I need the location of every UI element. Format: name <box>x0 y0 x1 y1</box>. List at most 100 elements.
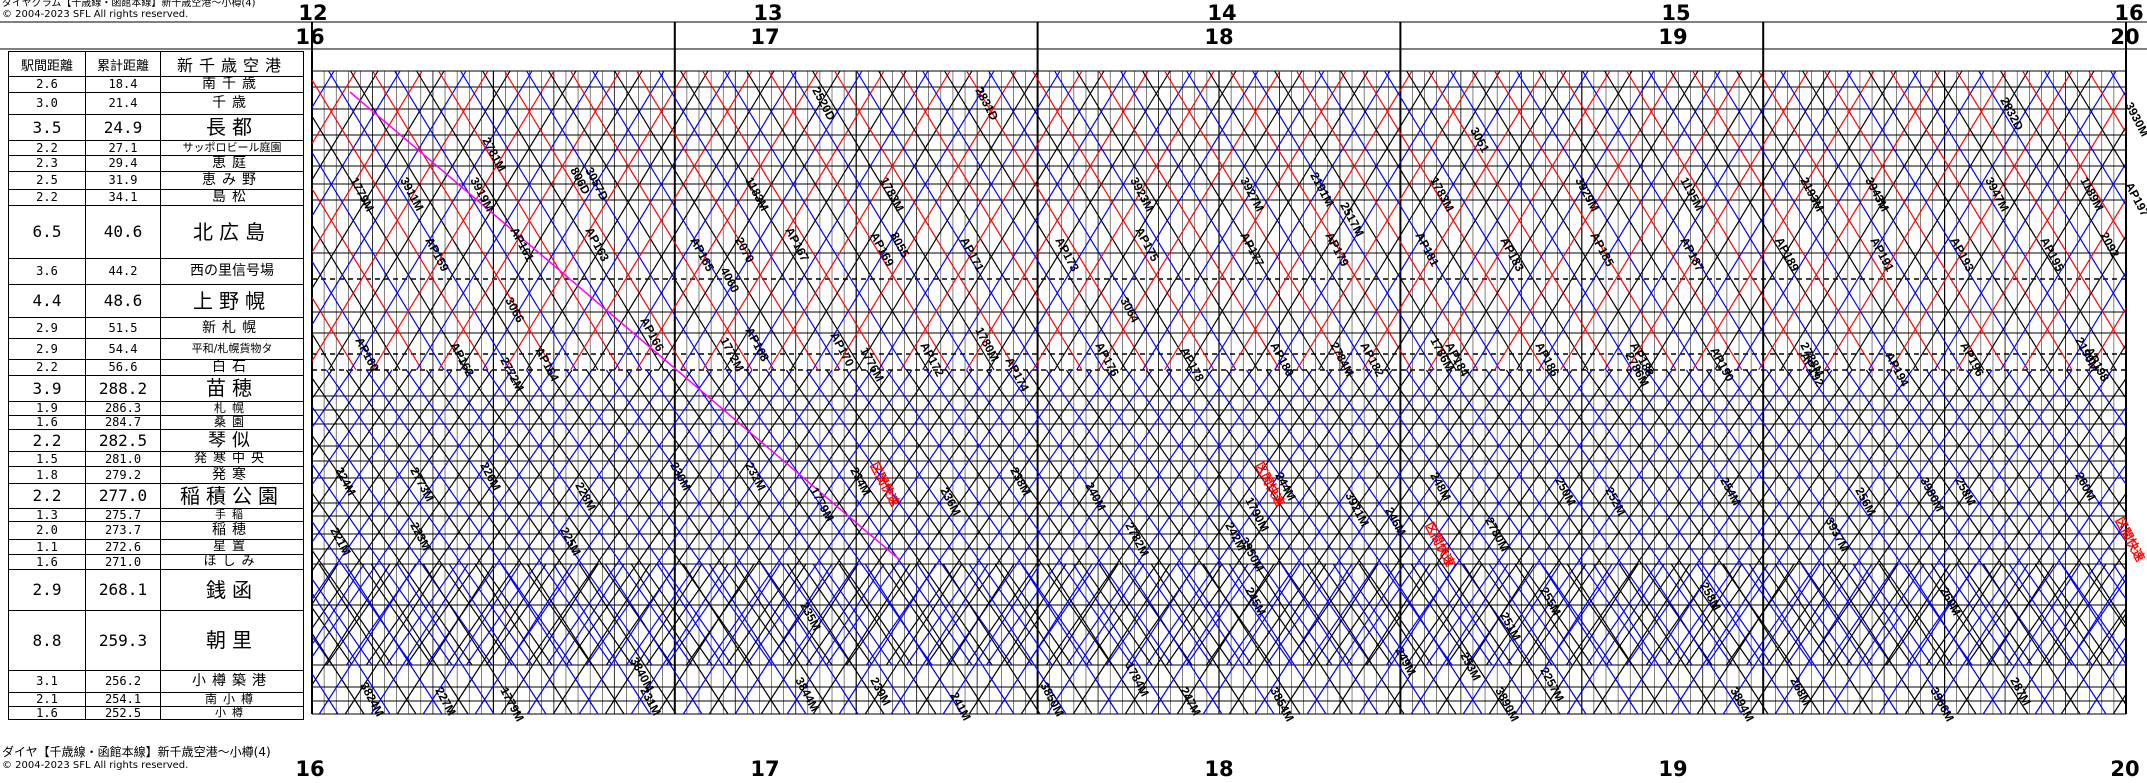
train-line-up <box>1618 563 1717 715</box>
train-number-label: AP175 <box>1132 225 1162 264</box>
footer-title: ダイヤ【千歳線・函館本線】新千歳空港〜小樽(4) <box>2 745 271 759</box>
train-line-up <box>1306 563 1405 715</box>
station-distance: 2.1 <box>8 692 86 707</box>
train-line-up <box>1665 369 1873 666</box>
train-line-up <box>734 563 833 715</box>
train-line-up <box>825 369 1033 666</box>
train-line-up <box>311 70 445 289</box>
train-number-label: AP163 <box>582 225 612 264</box>
station-cumulative: 44.2 <box>85 258 161 285</box>
train-number-label: 253M <box>1457 650 1483 683</box>
station-row: 1.9 286.3 札幌 <box>8 401 304 416</box>
train-line-up <box>1644 563 1743 715</box>
train-number-label: 238M <box>1007 465 1033 498</box>
hour-label-top: 12 <box>298 1 328 25</box>
station-distance: 3.6 <box>8 258 86 285</box>
station-distance: 3.9 <box>8 375 86 402</box>
train-line-up <box>1885 369 2093 666</box>
train-line-up <box>682 563 781 715</box>
train-line-up <box>1124 563 1223 715</box>
station-row: 4.4 48.6 上野幌 <box>8 284 304 318</box>
train-line-up <box>585 369 793 666</box>
train-line-up <box>1245 369 1453 666</box>
station-cumulative: 31.9 <box>85 171 161 190</box>
station-distance: 2.0 <box>8 521 86 540</box>
train-line-up <box>1582 70 1765 371</box>
train-line-up <box>1202 563 1301 715</box>
train-line-up <box>344 563 443 715</box>
train-line-up <box>1692 70 1875 371</box>
train-line-down <box>311 115 467 371</box>
station-name: 星置 <box>160 539 304 555</box>
hour-label-upper: 17 <box>750 25 780 49</box>
train-line-up <box>311 70 357 144</box>
train-line-up <box>1685 369 1893 666</box>
station-name: 発寒 <box>160 466 304 484</box>
train-line-up <box>1072 563 1171 715</box>
station-name: 新札幌 <box>160 317 304 339</box>
train-line-up <box>311 70 467 326</box>
footer-block: ダイヤ【千歳線・函館本線】新千歳空港〜小樽(4) © 2004-2023 SFL… <box>2 745 271 772</box>
train-line-up <box>592 70 775 371</box>
train-line-down <box>2066 70 2127 170</box>
train-line-up <box>526 563 625 715</box>
station-name: 恵庭 <box>160 155 304 172</box>
train-line-up <box>1538 70 1721 371</box>
hour-label-top: 14 <box>1207 1 1237 25</box>
train-line-up <box>834 70 1017 371</box>
station-cumulative: 277.0 <box>85 483 161 509</box>
train-line-down <box>311 492 433 666</box>
train-line-up <box>702 70 885 371</box>
train-line-down <box>1945 369 2127 629</box>
train-line-up <box>1722 563 1821 715</box>
station-cumulative: 272.6 <box>85 539 161 555</box>
train-line-up <box>760 563 859 715</box>
train-line-up <box>2086 653 2127 715</box>
station-row: 2.9 51.5 新札幌 <box>8 317 304 339</box>
train-line-up <box>1340 70 1523 371</box>
train-line-up <box>1824 70 2007 371</box>
station-row: 1.8 279.2 発寒 <box>8 466 304 484</box>
station-name: 千歳 <box>160 92 304 115</box>
station-distance: 2.9 <box>8 338 86 360</box>
train-line-down <box>311 260 379 371</box>
train-line-down <box>311 673 339 715</box>
train-number-label: AP168 <box>742 325 772 364</box>
train-line-up <box>1670 70 1853 371</box>
train-line-up <box>416 70 599 371</box>
train-number-label: 2517M <box>1337 200 1367 239</box>
train-line-up <box>916 563 1015 715</box>
train-number-label: AP165 <box>687 235 717 274</box>
train-line-up <box>565 369 773 666</box>
train-line-up <box>325 369 533 666</box>
station-row: 2.6 18.4 南千歳 <box>8 76 304 93</box>
train-line-up <box>605 369 813 666</box>
train-line-down <box>311 549 393 666</box>
train-line-up <box>1125 369 1333 666</box>
train-line-down <box>2025 369 2127 514</box>
train-line-up <box>1145 369 1353 666</box>
train-line-up <box>1846 70 2029 371</box>
train-line-up <box>1912 70 2095 371</box>
train-line-up <box>1758 70 1941 371</box>
station-name: 北広島 <box>160 205 304 259</box>
station-distance: 1.8 <box>8 466 86 484</box>
train-line-up <box>2044 235 2127 371</box>
train-line-up <box>614 70 797 371</box>
station-distance: 1.6 <box>8 415 86 430</box>
train-line-up <box>552 563 651 715</box>
train-line-up <box>2005 493 2127 666</box>
train-line-up <box>394 70 577 371</box>
train-line-up <box>1230 70 1413 371</box>
train-line-up <box>370 563 469 715</box>
train-line-up <box>311 369 333 400</box>
station-cumulative: 268.1 <box>85 569 161 611</box>
train-line-up <box>1165 369 1373 666</box>
train-line-up <box>1890 70 2073 371</box>
train-line-up <box>1362 70 1545 371</box>
station-row: 2.2 34.1 島松 <box>8 189 304 206</box>
train-line-up <box>405 369 613 666</box>
train-line-up <box>658 70 841 371</box>
train-line-up <box>890 563 989 715</box>
